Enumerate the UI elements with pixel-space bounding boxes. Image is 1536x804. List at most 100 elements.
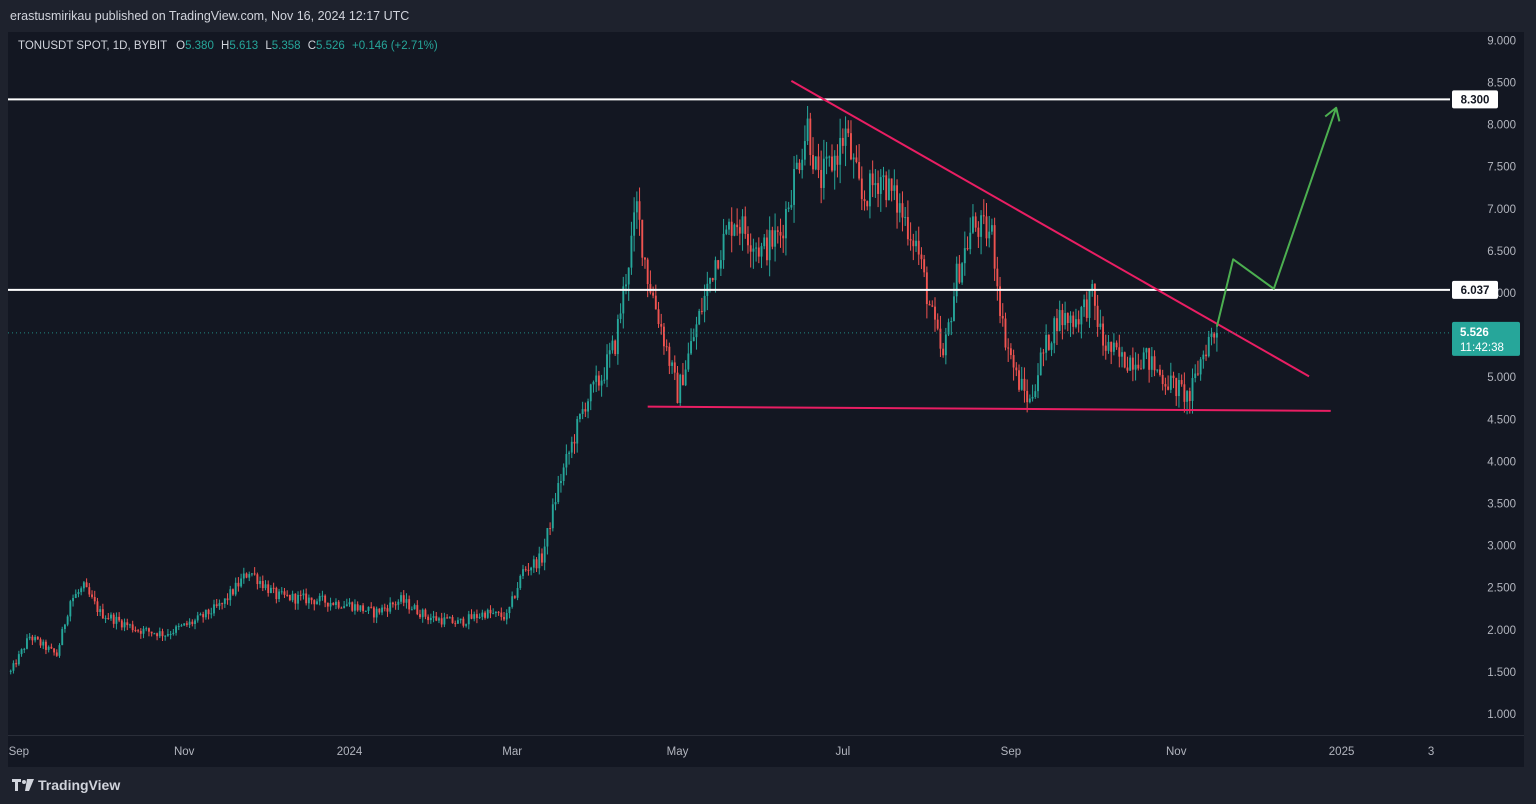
candle-body <box>161 631 164 637</box>
candle-body <box>313 600 316 605</box>
candle-body <box>142 628 145 634</box>
candle-body <box>1104 345 1107 351</box>
candle-body <box>1026 390 1029 403</box>
change-value: +0.146 (+2.71%) <box>352 40 438 52</box>
candle-body <box>1102 323 1105 346</box>
y-tick-label: 7.000 <box>1487 204 1516 216</box>
candle-body <box>1164 384 1167 387</box>
tradingview-brand[interactable]: TradingView <box>12 777 120 793</box>
candle-body <box>53 648 56 653</box>
candle-body <box>74 593 77 598</box>
candle-body <box>847 128 850 134</box>
candle-body <box>928 304 931 306</box>
candle-body <box>982 215 985 217</box>
price-chart[interactable]: 9.0008.5008.0007.5007.0006.5006.0005.500… <box>8 32 1524 767</box>
candle-body <box>283 591 286 595</box>
candle-body <box>906 217 909 240</box>
candle-body <box>557 483 560 503</box>
candle-body <box>473 614 476 619</box>
candle-body <box>1172 375 1175 379</box>
candle-body <box>264 584 267 589</box>
candle-body <box>1167 386 1170 390</box>
candle-body <box>240 578 243 587</box>
candle-body <box>649 284 652 293</box>
candle-body <box>335 601 337 605</box>
candle-body <box>532 559 535 568</box>
candle-body <box>1215 332 1218 338</box>
candle-body <box>944 334 947 356</box>
x-tick-label: 2025 <box>1329 746 1355 758</box>
close-value: 5.526 <box>316 40 345 52</box>
candle-body <box>1180 380 1183 385</box>
candle-body <box>931 305 934 307</box>
candle-body <box>137 630 140 632</box>
candle-body <box>1199 359 1202 375</box>
candle-body <box>576 419 579 444</box>
candle-body <box>272 587 275 589</box>
candle-body <box>307 597 310 604</box>
candle-body <box>1020 378 1023 390</box>
candle-body <box>1161 374 1164 385</box>
candle-body <box>760 246 763 257</box>
candle-body <box>1183 384 1186 402</box>
candle-body <box>110 614 112 619</box>
candle-body <box>825 156 828 159</box>
candle-body <box>549 528 552 530</box>
candle-body <box>1096 305 1099 327</box>
candle-body <box>1213 333 1216 338</box>
candle-body <box>291 593 294 601</box>
candle-body <box>733 224 736 236</box>
candle-body <box>603 379 606 381</box>
chart-pane[interactable]: 9.0008.5008.0007.5007.0006.5006.0005.500… <box>8 32 1524 767</box>
descending-resistance-trendline[interactable] <box>790 79 1310 378</box>
candle-body <box>996 268 999 287</box>
candle-body <box>765 237 768 261</box>
footer-bar: TradingView <box>0 767 1536 804</box>
candle-body <box>925 272 928 305</box>
price-axis[interactable] <box>1450 32 1524 767</box>
candle-body <box>383 607 386 609</box>
candle-body <box>1009 348 1012 356</box>
candle-body <box>185 623 188 625</box>
candle-body <box>99 609 102 612</box>
candle-body <box>1205 354 1208 357</box>
x-tick-label: Nov <box>174 746 195 758</box>
candle-body <box>684 369 687 386</box>
candle-body <box>990 225 993 232</box>
candle-body <box>305 593 308 604</box>
symbol-name: TONUSDT SPOT, 1D, BYBIT <box>18 40 167 52</box>
candle-body <box>600 380 603 386</box>
candle-body <box>210 613 213 615</box>
candle-body <box>440 618 443 625</box>
candle-body <box>31 636 34 641</box>
candle-body <box>329 602 332 607</box>
candle-body <box>72 597 75 602</box>
x-tick-label: 2024 <box>337 746 363 758</box>
projection-path[interactable] <box>1215 107 1338 327</box>
candle-body <box>131 624 134 631</box>
candle-body <box>692 337 695 342</box>
candle-body <box>863 199 866 202</box>
candle-body <box>278 591 281 600</box>
candle-body <box>391 602 394 605</box>
y-tick-label: 1.500 <box>1487 667 1516 679</box>
candle-body <box>500 612 503 617</box>
candle-body <box>868 173 871 207</box>
candle-body <box>668 346 671 366</box>
candle-body <box>310 597 313 601</box>
candle-body <box>714 260 717 281</box>
candle-body <box>408 599 411 610</box>
candle-body <box>427 616 430 621</box>
candle-body <box>413 605 416 610</box>
top-bar: erastusmirikau published on TradingView.… <box>0 0 1536 32</box>
candle-body <box>302 593 305 596</box>
candle-body <box>841 137 844 146</box>
candle-body <box>700 310 703 312</box>
candle-body <box>538 553 541 569</box>
candle-body <box>1004 318 1007 348</box>
candle-body <box>1194 373 1197 379</box>
candle-body <box>481 612 484 617</box>
horizontal-support-trendline[interactable] <box>647 405 1331 412</box>
candle-body <box>23 648 26 650</box>
candle-body <box>1093 284 1096 306</box>
